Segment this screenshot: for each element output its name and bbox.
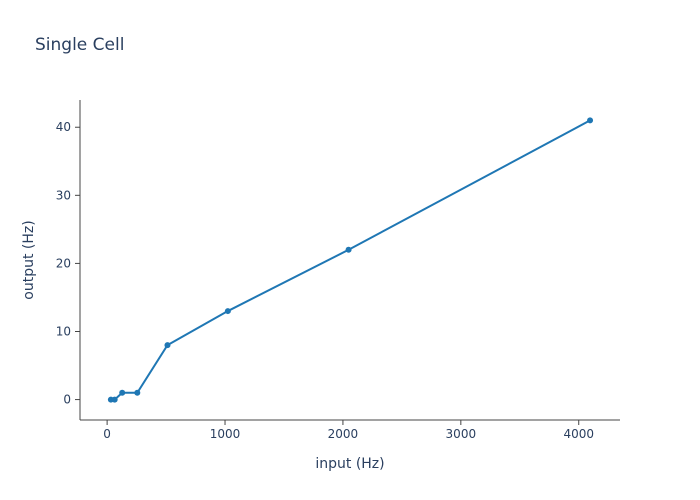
data-point[interactable] <box>119 389 126 396</box>
data-point[interactable] <box>111 396 118 403</box>
x-tick-label: 1000 <box>210 427 241 441</box>
y-tick-label: 40 <box>56 120 71 134</box>
x-tick-label: 3000 <box>446 427 477 441</box>
data-point[interactable] <box>134 389 141 396</box>
y-tick-label: 30 <box>56 188 71 202</box>
data-point[interactable] <box>345 246 352 253</box>
y-tick-label: 20 <box>56 256 71 270</box>
data-point[interactable] <box>224 308 231 315</box>
x-axis-title: input (Hz) <box>315 456 384 472</box>
x-tick-label: 4000 <box>563 427 594 441</box>
x-tick-label: 0 <box>103 427 111 441</box>
series-line <box>110 119 591 401</box>
y-tick-label: 10 <box>56 324 71 338</box>
data-point[interactable] <box>164 342 171 349</box>
x-tick-label: 2000 <box>328 427 359 441</box>
chart-title: Single Cell <box>35 35 124 55</box>
y-axis-title: output (Hz) <box>21 220 37 299</box>
y-tick-label: 0 <box>63 393 71 407</box>
data-point[interactable] <box>587 117 594 124</box>
